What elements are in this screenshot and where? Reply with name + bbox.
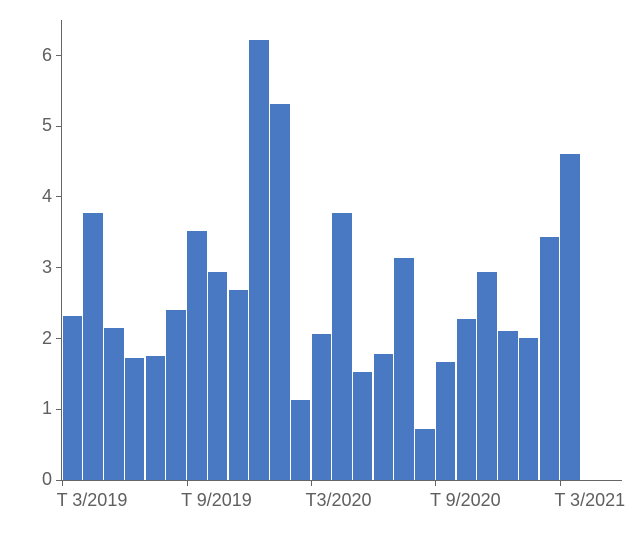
y-tick — [56, 338, 62, 339]
y-axis — [61, 20, 62, 480]
bar — [457, 319, 476, 480]
y-tick — [56, 196, 62, 197]
y-tick-label: 1 — [42, 398, 52, 419]
y-tick-label: 0 — [42, 469, 52, 490]
x-tick-label: T 3/2021 — [554, 490, 625, 511]
bar — [104, 328, 123, 480]
bar — [332, 213, 351, 481]
bar — [540, 237, 559, 480]
bar — [415, 429, 434, 480]
x-tick — [311, 480, 312, 486]
plot-area — [62, 20, 622, 480]
bar — [166, 310, 185, 480]
x-tick-label: T 9/2020 — [430, 490, 501, 511]
bar — [229, 290, 248, 480]
bar — [312, 334, 331, 480]
bar — [519, 338, 538, 480]
y-tick — [56, 55, 62, 56]
y-tick-label: 6 — [42, 45, 52, 66]
x-axis — [61, 480, 622, 481]
bar — [63, 316, 82, 480]
bar — [125, 358, 144, 480]
y-tick — [56, 267, 62, 268]
x-tick-label: T3/2020 — [306, 490, 372, 511]
bar — [374, 354, 393, 480]
bar — [560, 154, 579, 480]
bar — [270, 104, 289, 480]
y-tick-label: 3 — [42, 257, 52, 278]
bar — [436, 362, 455, 480]
bar — [394, 258, 413, 480]
y-tick-label: 4 — [42, 186, 52, 207]
x-tick — [435, 480, 436, 486]
bar — [208, 272, 227, 480]
y-tick-label: 5 — [42, 115, 52, 136]
bar — [291, 400, 310, 480]
x-tick — [187, 480, 188, 486]
y-tick-label: 2 — [42, 328, 52, 349]
bar — [187, 231, 206, 480]
bar — [146, 356, 165, 480]
x-tick — [560, 480, 561, 486]
bars-container — [62, 20, 622, 480]
bar-chart: 0 1 2 3 4 5 6 T 3/2019 T 9/2019 T3/2020 T 9/2020 T … — [0, 0, 640, 536]
x-tick — [62, 480, 63, 486]
bar — [83, 213, 102, 481]
bar — [249, 40, 268, 480]
bar — [477, 272, 496, 480]
x-tick-label: T 3/2019 — [57, 490, 128, 511]
y-tick — [56, 480, 62, 481]
x-tick-label: T 9/2019 — [181, 490, 252, 511]
bar — [353, 372, 372, 480]
y-tick — [56, 126, 62, 127]
y-tick — [56, 409, 62, 410]
bar — [498, 331, 517, 480]
